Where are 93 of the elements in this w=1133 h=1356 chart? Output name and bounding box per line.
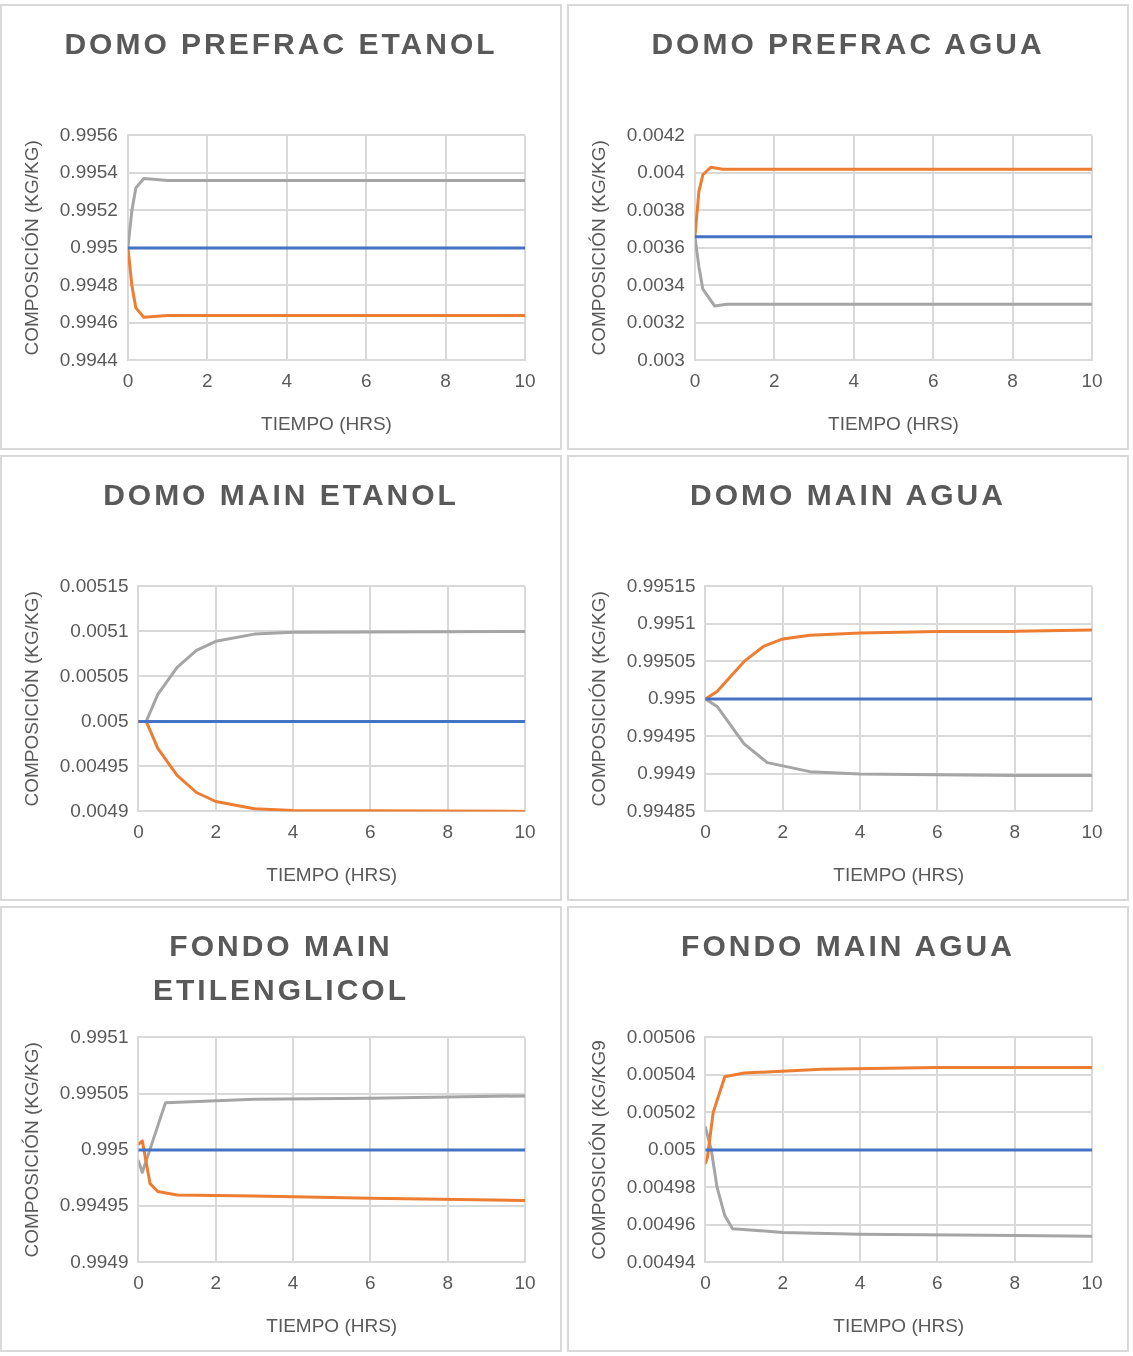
x-tick-label: 4 [287,1272,299,1294]
y-tick-label: 0.00498 [626,1175,696,1197]
y-tick-label: 0.00502 [626,1100,696,1122]
x-tick-label: 10 [514,1272,536,1294]
x-tick-label: 2 [202,370,213,392]
x-tick-label: 10 [514,821,536,843]
x-tick-label: 6 [932,821,943,843]
x-tick-label: 6 [360,370,372,392]
y-tick-label: 0.0032 [626,311,685,333]
y-tick-label: 0.9954 [59,161,119,183]
y-tick-label: 0.00496 [626,1213,696,1235]
x-tick-label: 6 [932,1272,943,1294]
y-tick-label: 0.99495 [59,1194,129,1216]
x-tick-label: 4 [848,370,860,392]
y-tick-label: 0.003 [637,348,685,370]
y-tick-label: 0.995 [647,687,696,709]
x-tick-label: 6 [365,821,376,843]
y-tick-label: 0.005 [80,709,129,731]
x-tick-label: 0 [133,821,144,843]
y-tick-label: 0.00494 [626,1250,696,1272]
y-tick-label: 0.9944 [59,348,119,370]
y-tick-label: 0.9951 [70,1025,129,1047]
y-tick-label: 0.9946 [59,311,118,333]
y-tick-label: 0.00515 [59,574,129,596]
y-axis-title: COMPOSICIÓN (KG/KG) [20,140,42,356]
x-tick-label: 4 [281,370,293,392]
y-axis-title: COMPOSICIÓN (KG/KG9 [587,1040,609,1260]
y-tick-label: 0.0038 [626,198,685,220]
x-axis-title: TIEMPO (HRS) [828,412,959,434]
y-tick-label: 0.99515 [626,574,696,596]
x-tick-label: 8 [1007,370,1018,392]
chart-title: DOMO MAIN ETANOL [103,477,459,513]
x-tick-label: 2 [769,370,780,392]
chart-title: DOMO MAIN AGUA [690,477,1006,513]
y-tick-label: 0.005 [647,1138,696,1160]
x-tick-label: 2 [777,821,789,843]
y-tick-label: 0.00506 [626,1025,696,1047]
y-axis-title: COMPOSICIÓN (KG/KG) [587,591,609,807]
y-tick-label: 0.00495 [59,754,129,776]
x-tick-label: 6 [365,1272,376,1294]
y-tick-label: 0.995 [80,1138,129,1160]
y-tick-label: 0.004 [637,161,686,183]
chart-title: FONDO MAIN AGUA [681,928,1015,964]
x-tick-label: 8 [1009,821,1020,843]
y-tick-label: 0.9952 [59,198,118,220]
x-axis-title: TIEMPO (HRS) [266,1314,398,1336]
x-tick-label: 4 [287,821,299,843]
x-tick-label: 0 [122,370,134,392]
x-tick-label: 0 [700,821,711,843]
x-tick-label: 0 [689,370,701,392]
y-tick-label: 0.00505 [59,664,129,686]
x-axis-title: TIEMPO (HRS) [266,863,398,885]
y-tick-label: 0.99495 [626,724,696,746]
y-tick-label: 0.99505 [626,649,696,671]
y-tick-label: 0.995 [70,236,118,258]
y-tick-label: 0.99505 [59,1081,129,1103]
y-tick-label: 0.9956 [59,123,118,145]
x-tick-label: 10 [1081,370,1103,392]
y-tick-label: 0.0051 [70,619,129,641]
y-tick-label: 0.00504 [626,1063,696,1085]
x-tick-label: 0 [133,1272,144,1294]
x-tick-label: 10 [1081,821,1103,843]
x-tick-label: 0 [700,1272,711,1294]
x-tick-label: 8 [440,370,451,392]
y-tick-label: 0.9949 [70,1250,129,1272]
y-tick-label: 0.9951 [637,612,696,634]
x-tick-label: 6 [927,370,939,392]
y-tick-label: 0.0034 [626,273,686,295]
x-tick-label: 8 [442,821,453,843]
y-axis-title: COMPOSICIÓN (KG/KG) [587,140,609,356]
chart-title: DOMO PREFRAC AGUA [651,26,1045,62]
x-tick-label: 2 [777,1272,789,1294]
y-tick-label: 0.99485 [626,799,696,821]
x-tick-label: 2 [210,821,222,843]
x-tick-label: 10 [514,370,536,392]
x-axis-title: TIEMPO (HRS) [261,412,392,434]
x-axis-title: TIEMPO (HRS) [833,1314,965,1336]
x-axis-title: TIEMPO (HRS) [833,863,965,885]
y-tick-label: 0.9949 [637,762,696,784]
y-tick-label: 0.0042 [626,123,685,145]
y-tick-label: 0.0049 [70,799,129,821]
y-axis-title: COMPOSICIÓN (KG/KG) [20,591,42,807]
x-tick-label: 8 [1009,1272,1020,1294]
y-tick-label: 0.0036 [626,236,685,258]
x-tick-label: 4 [854,1272,866,1294]
x-tick-label: 2 [210,1272,222,1294]
y-tick-label: 0.9948 [59,273,118,295]
x-tick-label: 4 [854,821,866,843]
chart-title: DOMO PREFRAC ETANOL [64,26,498,62]
chart-title: FONDO MAIN ETILENGLICOL [152,928,410,1008]
y-axis-title: COMPOSICIÓN (KG/KG) [20,1042,42,1258]
x-tick-label: 10 [1081,1272,1103,1294]
x-tick-label: 8 [442,1272,453,1294]
